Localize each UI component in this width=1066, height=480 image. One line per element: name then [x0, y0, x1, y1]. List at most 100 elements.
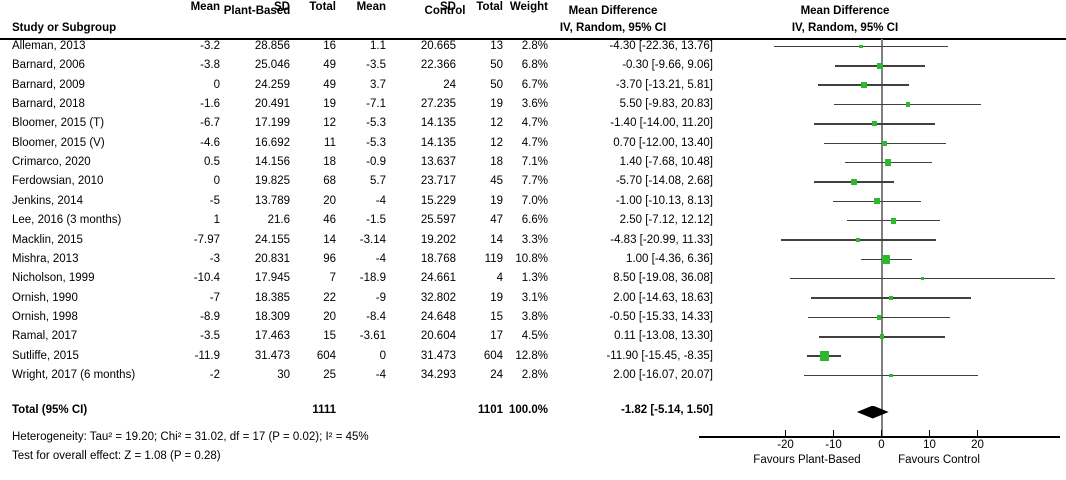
- study-name: Macklin, 2015: [12, 233, 83, 246]
- study-name: Bloomer, 2015 (T): [12, 117, 105, 130]
- cell-ctrl-sd: 31.473: [420, 349, 456, 362]
- study-row: Ornish, 1990 -7 18.385 22 -9 32.802 19 3.1% 2.00…: [0, 291, 740, 306]
- total-md-ci: -1.82 [-5.14, 1.50]: [620, 404, 713, 416]
- study-name: Barnard, 2018: [12, 98, 85, 111]
- effect-marker: [858, 44, 863, 49]
- cell-weight: 4.5%: [521, 330, 548, 343]
- total-row: Total (95% CI) 1111 1101 100.0% -1.82 [-…: [0, 403, 740, 418]
- cell-pb-total: 7: [329, 272, 336, 285]
- cell-pb-mean: 0: [213, 78, 220, 91]
- effect-marker: [882, 255, 891, 264]
- cell-pb-mean: -2: [209, 368, 220, 381]
- study-name: Sutliffe, 2015: [12, 349, 79, 362]
- heterogeneity-stats: Heterogeneity: Tau² = 19.20; Chi² = 31.0…: [12, 431, 369, 443]
- cell-pb-sd: 17.463: [254, 330, 290, 343]
- cell-weight: 4.7%: [521, 136, 548, 149]
- cell-pb-mean: -3.2: [200, 40, 220, 52]
- cell-ctrl-mean: 1.1: [370, 40, 386, 52]
- cell-md-ci: 2.50 [-7.12, 12.12]: [619, 214, 713, 227]
- cell-pb-mean: -7.97: [193, 233, 220, 246]
- cell-md-ci: -3.70 [-13.21, 5.81]: [615, 78, 713, 91]
- cell-ctrl-sd: 14.135: [420, 117, 456, 130]
- axis-tick-label: 10: [923, 439, 936, 451]
- cell-md-ci: -0.50 [-15.33, 14.33]: [609, 310, 713, 323]
- study-row: Jenkins, 2014 -5 13.789 20 -4 15.229 19 7.0% -1.…: [0, 194, 740, 209]
- cell-md-ci: -4.83 [-20.99, 11.33]: [610, 233, 713, 246]
- cell-pb-total: 19: [323, 98, 336, 111]
- effect-marker: [856, 237, 861, 243]
- cell-ctrl-sd: 13.637: [420, 156, 456, 169]
- study-name: Ferdowsian, 2010: [12, 175, 104, 188]
- cell-ctrl-sd: 27.235: [420, 98, 456, 111]
- cell-pb-sd: 14.156: [254, 156, 290, 169]
- column-header-md-method: IV, Random, 95% CI: [559, 22, 667, 34]
- cell-weight: 6.7%: [521, 78, 548, 91]
- study-row: Mishra, 2013 -3 20.831 96 -4 18.768 119 10.8% 1.…: [0, 252, 740, 267]
- cell-ctrl-total: 12: [490, 136, 503, 149]
- effect-marker: [876, 315, 882, 320]
- column-header-pb-mean: Mean: [190, 1, 220, 13]
- total-label: Total (95% CI): [12, 404, 88, 416]
- cell-pb-sd: 20.831: [254, 252, 290, 265]
- cell-pb-mean: 1: [213, 214, 220, 227]
- cell-ctrl-sd: 34.293: [420, 368, 456, 381]
- cell-pb-sd: 18.385: [254, 291, 290, 304]
- effect-marker: [873, 198, 880, 205]
- cell-pb-mean: -10.4: [193, 272, 220, 285]
- cell-ctrl-sd: 15.229: [420, 194, 456, 207]
- cell-ctrl-mean: -9: [375, 291, 386, 304]
- cell-weight: 2.8%: [521, 368, 548, 381]
- cell-pb-mean: 0: [213, 175, 220, 188]
- study-row: Barnard, 2018 -1.6 20.491 19 -7.1 27.235 19 3.6…: [0, 97, 740, 112]
- study-name: Nicholson, 1999: [12, 272, 95, 285]
- cell-ctrl-total: 17: [490, 330, 503, 343]
- total-weight: 100.0%: [508, 404, 548, 416]
- cell-ctrl-sd: 22.366: [420, 59, 456, 72]
- cell-ctrl-sd: 24.648: [420, 310, 456, 323]
- study-name: Ramal, 2017: [12, 330, 78, 343]
- study-name: Bloomer, 2015 (V): [12, 136, 105, 149]
- plot-header-mean-difference: Mean Difference: [800, 5, 890, 17]
- overall-effect-test: Test for overall effect: Z = 1.08 (P = 0…: [12, 450, 221, 462]
- axis-tick: [880, 430, 883, 437]
- cell-ctrl-total: 19: [490, 291, 503, 304]
- column-header-ctrl-mean: Mean: [356, 1, 386, 13]
- effect-marker: [889, 373, 893, 378]
- zero-reference-line: [880, 39, 883, 436]
- cell-ctrl-mean: 3.7: [370, 78, 386, 91]
- study-name: Alleman, 2013: [12, 40, 86, 52]
- cell-md-ci: 0.11 [-13.08, 13.30]: [614, 330, 713, 343]
- pooled-diamond: [856, 405, 889, 419]
- cell-ctrl-sd: 23.717: [420, 175, 456, 188]
- cell-pb-total: 20: [323, 194, 336, 207]
- cell-ctrl-mean: -3.5: [366, 59, 386, 72]
- study-name: Barnard, 2006: [12, 59, 85, 72]
- cell-ctrl-mean: -4: [375, 194, 386, 207]
- effect-marker: [872, 121, 878, 127]
- cell-weight: 10.8%: [515, 252, 548, 265]
- cell-md-ci: 5.50 [-9.83, 20.83]: [619, 98, 713, 111]
- cell-pb-mean: -7: [209, 291, 220, 304]
- cell-pb-sd: 31.473: [254, 349, 290, 362]
- cell-pb-mean: -3: [209, 252, 220, 265]
- cell-ctrl-total: 604: [483, 349, 503, 362]
- cell-ctrl-sd: 32.802: [420, 291, 456, 304]
- cell-weight: 7.0%: [521, 194, 548, 207]
- favours-left-label: Favours Plant-Based: [753, 454, 861, 466]
- cell-pb-sd: 17.199: [254, 117, 290, 130]
- cell-md-ci: 8.50 [-19.08, 36.08]: [613, 272, 713, 285]
- cell-ctrl-mean: -4: [375, 252, 386, 265]
- cell-md-ci: -1.00 [-10.13, 8.13]: [615, 194, 713, 207]
- total-ctrl-n: 1101: [478, 404, 503, 416]
- cell-pb-total: 11: [324, 136, 336, 149]
- cell-ctrl-mean: 0: [379, 349, 386, 362]
- group-header-plant-based: Plant-Based: [223, 5, 291, 17]
- cell-pb-mean: -4.6: [200, 136, 220, 149]
- cell-pb-mean: -11.9: [194, 349, 220, 362]
- total-pb-n: 1111: [312, 404, 336, 416]
- cell-pb-total: 14: [323, 233, 336, 246]
- cell-weight: 6.8%: [521, 59, 548, 72]
- cell-md-ci: 1.40 [-7.68, 10.48]: [619, 156, 713, 169]
- cell-md-ci: -5.70 [-14.08, 2.68]: [615, 175, 713, 188]
- study-name: Jenkins, 2014: [12, 194, 83, 207]
